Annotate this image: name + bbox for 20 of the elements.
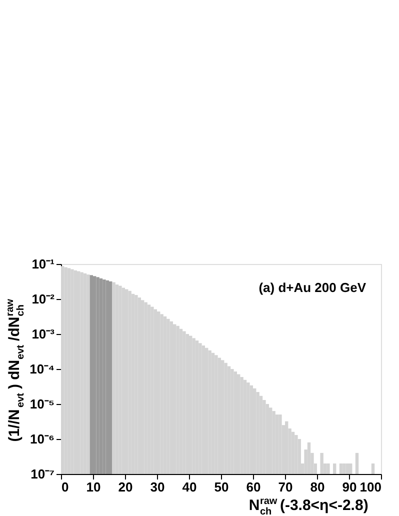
x-tick-label: 50 — [214, 480, 229, 494]
x-tick-label: 40 — [182, 480, 197, 494]
x-tick-label: 90 — [342, 480, 357, 494]
y-tick-label: 10⁻⁴ — [30, 362, 54, 376]
x-tick-label: 80 — [310, 480, 325, 494]
x-tick-label: 20 — [118, 480, 133, 494]
x-tick-label: 30 — [150, 480, 165, 494]
y-tick-label: 10⁻³ — [32, 326, 56, 342]
x-tick-label: 70 — [278, 480, 293, 494]
y-tick-label: 10⁻⁷ — [30, 466, 54, 482]
x-tick-label: 60 — [246, 480, 261, 494]
y-tick-label: 10⁻¹ — [32, 256, 54, 272]
annotation: (a) d+Au 200 GeV — [258, 280, 366, 295]
x-tick-label: 10 — [86, 480, 101, 494]
y-tick-label: 10⁻² — [32, 292, 56, 306]
y-tick-label: 10⁻⁶ — [30, 432, 55, 446]
y-tick-label: 10⁻⁵ — [30, 396, 54, 412]
x-tick-label: 100 — [360, 480, 382, 494]
y-axis-title: (1//Nevt) dNevt/dNrawch — [5, 298, 26, 442]
x-tick-label: 0 — [62, 480, 69, 494]
